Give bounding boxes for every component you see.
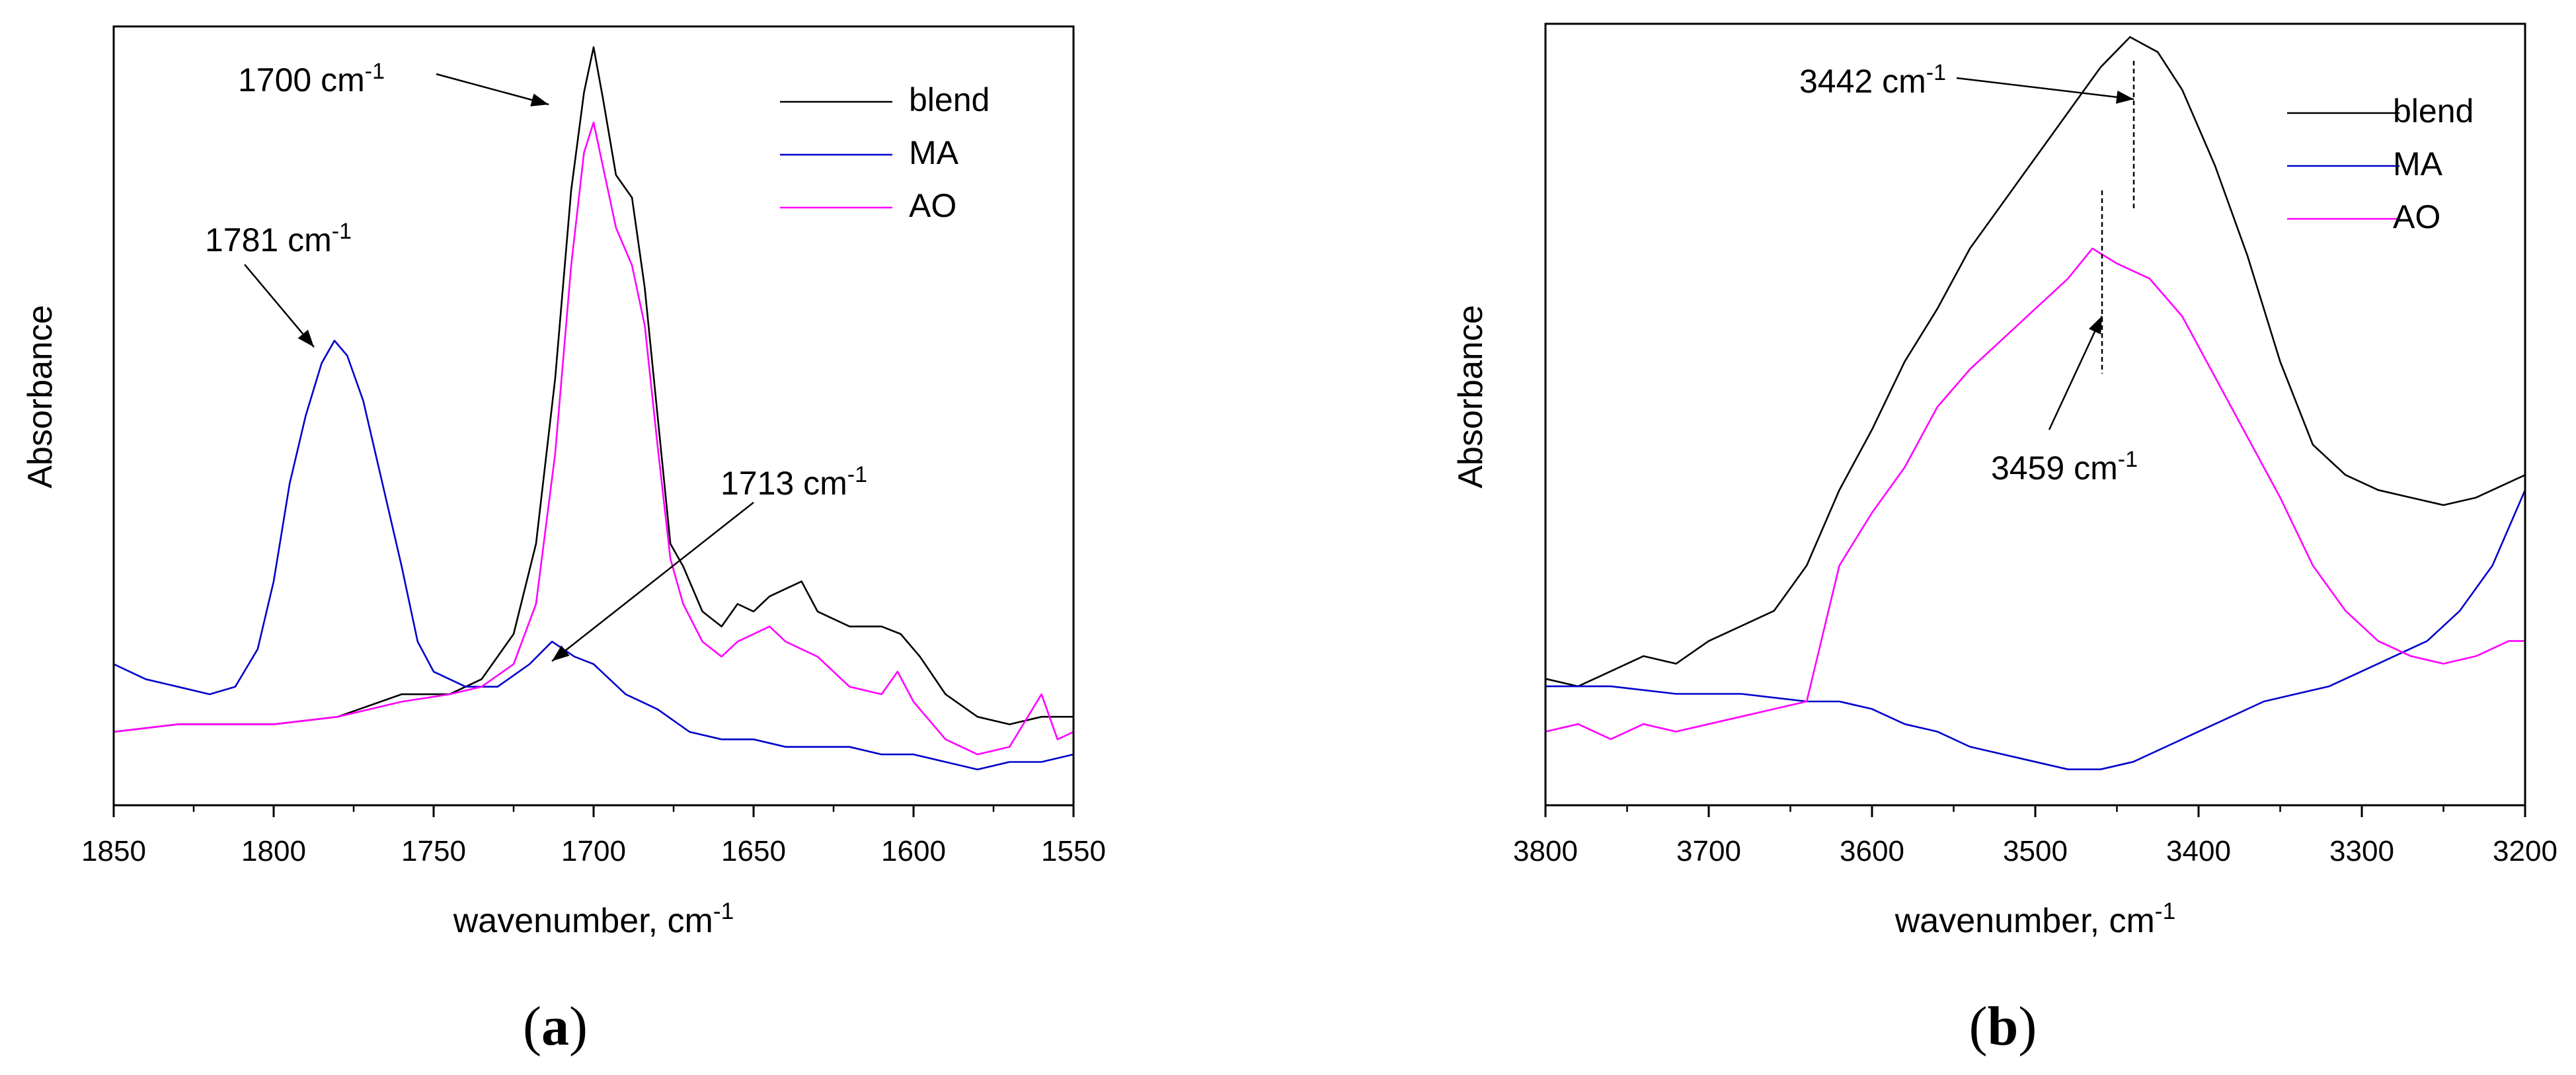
x-tick-label: 1850 xyxy=(81,835,146,867)
legend-label-ma: MA xyxy=(2393,145,2443,182)
chart-panel-a: 1850 1800 1750 1700 1650 1600 1550 Absorbance wa… xyxy=(21,25,1106,1057)
x-tick-label: 1550 xyxy=(1041,835,1106,867)
annotation-label-1700: 1700 cm-1 xyxy=(238,59,385,99)
plot-frame xyxy=(1544,22,2526,807)
x-tick-label: 1700 xyxy=(561,835,626,867)
x-tick-label: 1750 xyxy=(401,835,466,867)
series-line-ma xyxy=(113,339,1074,771)
series-line-blend xyxy=(1545,36,2526,688)
x-tick-label: 3300 xyxy=(2329,835,2394,867)
x-tick-label: 3400 xyxy=(2166,835,2231,867)
series-line-ao xyxy=(1545,247,2525,740)
annotation-arrow-1713 xyxy=(551,502,754,662)
legend-label-ma: MA xyxy=(909,134,959,171)
x-tick-label: 3200 xyxy=(2493,835,2557,867)
annotation-label-1713: 1713 cm-1 xyxy=(721,462,867,502)
legend: blend MA AO xyxy=(780,81,990,224)
chart-panel-b: 3800 3700 3600 3500 3400 3300 3200 Absorbance wa… xyxy=(1452,22,2557,1057)
panel-label: (b) xyxy=(1969,996,2037,1057)
annotation-arrow-3459 xyxy=(2048,315,2103,430)
series-line-ma xyxy=(1545,489,2526,770)
x-axis-label: wavenumber, cm-1 xyxy=(453,898,734,940)
annotation-arrow-1700 xyxy=(436,73,549,106)
annotation-arrowhead-1700 xyxy=(530,93,549,106)
annotation-label-3442: 3442 cm-1 xyxy=(1799,60,1946,100)
x-tick-label: 3500 xyxy=(2003,835,2068,867)
y-axis-label: Absorbance xyxy=(21,305,59,489)
legend-label-blend: blend xyxy=(909,81,990,118)
series-line-blend xyxy=(113,46,1073,733)
series-line-ao xyxy=(113,121,1074,756)
panel-label: (a) xyxy=(523,996,588,1057)
legend-label-ao: AO xyxy=(909,187,956,224)
x-tick-label: 3600 xyxy=(1840,835,1904,867)
legend-label-blend: blend xyxy=(2393,93,2474,130)
annotation-arrow-3442 xyxy=(1956,77,2134,100)
x-axis-label: wavenumber, cm-1 xyxy=(1894,898,2176,940)
y-axis-label: Absorbance xyxy=(1452,305,1490,489)
annotation-label-3459: 3459 cm-1 xyxy=(1991,447,2138,487)
annotation-arrow-1781 xyxy=(244,264,315,348)
annotation-arrowhead-1713 xyxy=(552,645,570,661)
annotation-label-1781: 1781 cm-1 xyxy=(205,219,352,259)
x-tick-label: 1650 xyxy=(721,835,786,867)
annotation-arrowhead-1781 xyxy=(297,329,314,347)
annotation-arrowhead-3459 xyxy=(2088,316,2102,335)
legend-label-ao: AO xyxy=(2393,198,2440,235)
x-tick-label: 3700 xyxy=(1676,835,1741,867)
x-tick-label: 1600 xyxy=(881,835,946,867)
annotation-arrowhead-3442 xyxy=(2115,90,2134,104)
x-tick-label: 3800 xyxy=(1513,835,1578,867)
legend: blend MA AO xyxy=(2287,93,2474,235)
x-tick-label: 1800 xyxy=(241,835,306,867)
